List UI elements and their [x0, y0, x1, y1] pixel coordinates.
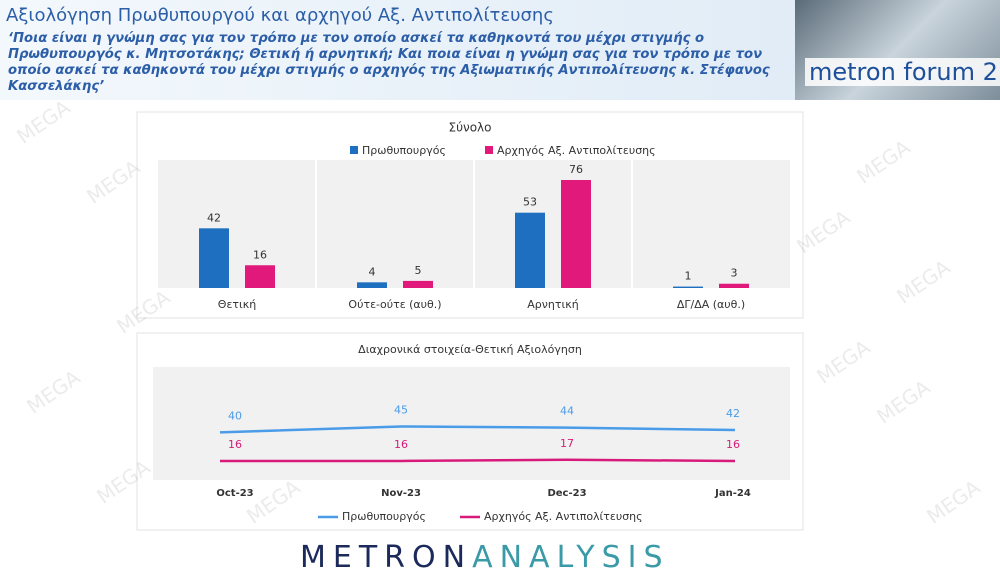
- legend-swatch: [485, 146, 493, 154]
- bar: [673, 286, 703, 288]
- data-label: 40: [228, 409, 242, 422]
- bar: [515, 212, 545, 288]
- watermark: MEGA: [12, 95, 74, 149]
- legend-swatch: [350, 146, 358, 154]
- logo-text: metron forum 2: [805, 58, 1000, 86]
- data-label: 45: [394, 403, 408, 416]
- data-label: 16: [726, 438, 740, 451]
- data-label: 5: [415, 264, 422, 277]
- data-label: 16: [228, 438, 242, 451]
- footer-logo: METRONANALYSIS: [300, 540, 670, 573]
- x-tick-label: Dec-23: [547, 488, 586, 499]
- watermark: MEGA: [812, 335, 874, 389]
- data-label: 42: [207, 211, 221, 224]
- line: [219, 425, 736, 434]
- data-label: 16: [394, 438, 408, 451]
- data-label: 44: [560, 405, 574, 418]
- legend-label: Αρχηγός Αξ. Αντιπολίτευσης: [497, 144, 656, 157]
- watermark: MEGA: [872, 375, 934, 429]
- legend-label: Πρωθυπουργός: [342, 510, 426, 523]
- bar: [357, 282, 387, 288]
- data-label: 17: [560, 437, 574, 450]
- x-tick-label: Oct-23: [216, 488, 253, 499]
- chart-title: Διαχρονικά στοιχεία-Θετική Αξιολόγηση: [358, 343, 582, 356]
- data-label: 4: [369, 265, 376, 278]
- slide-title: Αξιολόγηση Πρωθυπουργού και αρχηγού Αξ. …: [6, 5, 554, 26]
- x-tick-label: Jan-24: [714, 488, 751, 499]
- logo: metron forum 2: [795, 0, 1000, 100]
- data-label: 42: [726, 407, 740, 420]
- watermark: MEGA: [22, 365, 84, 419]
- bar: [199, 228, 229, 288]
- bar: [403, 280, 433, 288]
- data-label: 16: [253, 248, 267, 261]
- bar: [719, 283, 749, 288]
- bar: [561, 180, 591, 288]
- chart-title: Σύνολο: [448, 121, 491, 135]
- data-label: 1: [685, 270, 692, 283]
- plot-area: [153, 367, 790, 480]
- x-tick-label: Αρνητική: [527, 298, 578, 311]
- footer-part: ANALYSIS: [472, 540, 669, 573]
- legend-label: Αρχηγός Αξ. Αντιπολίτευσης: [484, 510, 643, 523]
- watermark: MEGA: [922, 475, 984, 529]
- watermark: MEGA: [892, 255, 954, 309]
- data-label: 76: [569, 163, 583, 176]
- question: ‘Ποια είναι η γνώμη σας για τον τρόπο με…: [8, 31, 770, 94]
- x-tick-label: Ούτε-ούτε (αυθ.): [348, 298, 441, 311]
- x-tick-label: ΔΓ/ΔΑ (αυθ.): [677, 298, 745, 311]
- data-label: 3: [731, 267, 738, 280]
- x-tick-label: Θετική: [218, 298, 256, 311]
- legend-label: Πρωθυπουργός: [362, 144, 446, 157]
- x-tick-label: Nov-23: [381, 488, 421, 499]
- footer-part: METRON: [300, 540, 472, 573]
- bar: [245, 265, 275, 288]
- data-label: 53: [523, 196, 537, 209]
- line: [220, 458, 736, 463]
- watermark: MEGA: [852, 135, 914, 189]
- watermark: MEGA: [82, 155, 144, 209]
